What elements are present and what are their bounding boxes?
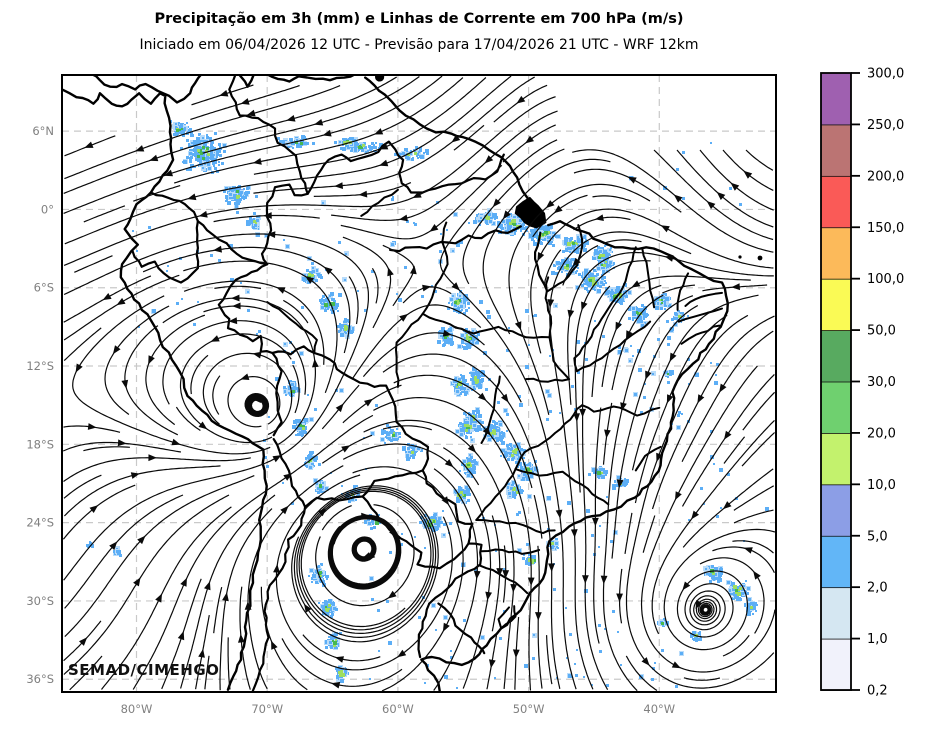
colorbar-segment (820, 432, 852, 486)
colorbar-tick-label: 50,0 (867, 324, 896, 339)
lat-tick-label: 18°S (26, 437, 54, 451)
lat-tick-label: 12°S (26, 359, 54, 373)
colorbar-tick-label: 250,0 (867, 118, 904, 133)
page-title: Precipitação em 3h (mm) e Linhas de Corr… (154, 11, 684, 27)
colorbar-tick-label: 150,0 (867, 221, 904, 236)
lat-tick-label: 6°N (32, 124, 54, 138)
lat-tick-label: 6°S (34, 281, 54, 295)
colorbar-tick-label: 0,2 (867, 684, 888, 699)
lat-tick-label: 0° (41, 202, 54, 216)
colorbar-segment (820, 175, 852, 229)
lon-tick-label: 50°W (513, 702, 545, 716)
colorbar-segment (820, 638, 852, 691)
gridlines (62, 75, 776, 692)
figure-subtitle: Iniciado em 06/04/2026 12 UTC - Previsão… (139, 37, 699, 53)
colorbar-segment (820, 535, 852, 589)
colorbar-tick-label: 10,0 (867, 478, 896, 493)
colorbar-tick-label: 100,0 (867, 272, 904, 287)
colorbar-segment (820, 483, 852, 537)
colorbar-segment (820, 381, 852, 434)
colorbar-segment (820, 72, 852, 126)
colorbar-segment (820, 226, 852, 280)
colorbar-tick-label: 200,0 (867, 169, 904, 184)
colorbar-tick-label: 20,0 (867, 426, 896, 441)
lon-tick-label: 70°W (251, 702, 283, 716)
lat-tick-label: 30°S (26, 594, 54, 608)
colorbar-segment (820, 329, 852, 383)
colorbar-tick-label: 300,0 (867, 67, 904, 82)
lon-tick-label: 80°W (121, 702, 153, 716)
coastline-borders (62, 75, 763, 692)
colorbar-segment (820, 586, 852, 640)
colorbar-tick-label: 1,0 (867, 632, 888, 647)
colorbar-tick-label: 30,0 (867, 375, 896, 390)
lat-tick-label: 24°S (26, 516, 54, 530)
lon-tick-label: 40°W (643, 702, 675, 716)
axis-tick-labels: 6°N 0° 6°S 12°S 18°S 24°S 30°S 36°S 80°W 70°W 60°W… (26, 124, 675, 716)
colorbar-segment (820, 278, 852, 331)
map-frame (61, 74, 777, 693)
lat-tick-label: 36°S (26, 672, 54, 686)
colorbar-tick-label: 2,0 (867, 581, 888, 596)
watermark: SEMAD/CIMEHGO (68, 661, 220, 679)
colorbar: 300,0 250,0 200,0 150,0 100,0 50,0 30,0 20,0 10,… (820, 67, 904, 699)
colorbar-tick-label: 5,0 (867, 529, 888, 544)
lon-tick-label: 60°W (382, 702, 414, 716)
colorbar-segment (820, 124, 852, 177)
streamlines (62, 75, 776, 692)
